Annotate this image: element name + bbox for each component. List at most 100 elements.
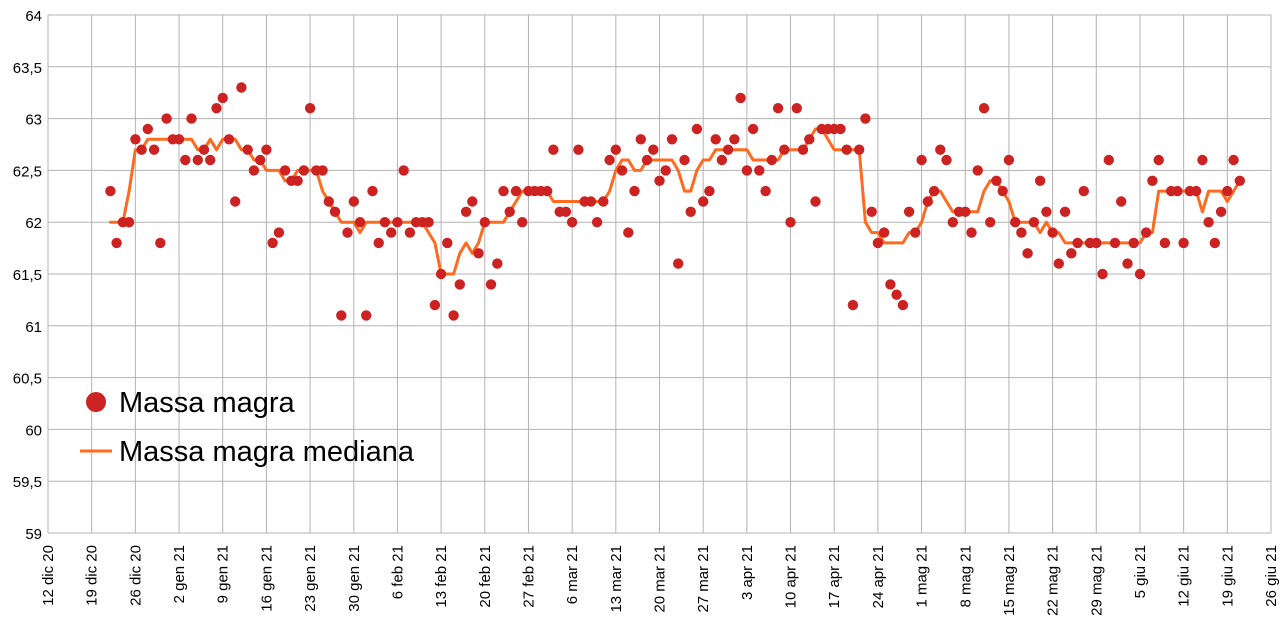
- data-point: [847, 299, 859, 311]
- data-point: [373, 237, 384, 249]
- data-point: [623, 227, 634, 238]
- x-tick-label: 2 gen 21: [171, 545, 188, 603]
- data-point: [248, 165, 260, 176]
- y-tick-label: 60,5: [13, 371, 42, 388]
- data-point: [804, 134, 815, 145]
- x-tick-label: 27 feb 21: [520, 545, 537, 608]
- data-point: [1209, 237, 1221, 249]
- x-tick-label: 9 gen 21: [215, 545, 232, 603]
- data-point: [685, 206, 696, 217]
- data-point: [379, 217, 391, 228]
- legend-marker-massa-magra: [86, 392, 106, 412]
- data-point: [604, 154, 615, 166]
- data-point: [304, 103, 316, 114]
- data-point: [1078, 185, 1090, 197]
- data-point: [279, 165, 291, 176]
- data-point: [429, 299, 441, 311]
- data-point: [1091, 237, 1102, 249]
- data-point: [1022, 248, 1033, 259]
- data-point: [903, 206, 915, 217]
- data-point: [841, 144, 852, 155]
- data-point: [648, 144, 659, 155]
- data-point: [791, 103, 802, 114]
- data-point: [323, 196, 334, 207]
- x-tick-label: 17 apr 21: [826, 545, 843, 608]
- y-tick-label: 62,5: [13, 163, 42, 180]
- data-point: [1134, 268, 1146, 280]
- y-tick-label: 61: [25, 319, 42, 336]
- data-point: [548, 144, 559, 155]
- data-point: [635, 134, 646, 145]
- data-point: [261, 144, 272, 155]
- x-tick-label: 20 mar 21: [652, 545, 669, 613]
- data-point: [111, 237, 122, 249]
- data-point: [142, 123, 153, 135]
- data-point: [292, 175, 303, 186]
- data-point: [136, 144, 147, 155]
- data-point: [267, 237, 278, 249]
- data-point: [1066, 248, 1077, 259]
- data-point: [336, 310, 347, 321]
- data-point: [1228, 154, 1239, 166]
- data-point: [242, 144, 253, 155]
- data-point: [741, 165, 753, 176]
- data-point: [186, 113, 197, 124]
- data-point: [560, 206, 572, 217]
- data-point: [1028, 217, 1040, 228]
- data-point: [223, 134, 235, 145]
- data-point: [367, 185, 378, 197]
- data-point: [922, 196, 933, 207]
- data-point: [1003, 154, 1015, 166]
- data-point: [485, 279, 497, 290]
- data-point: [173, 134, 185, 145]
- axes: [47, 15, 1271, 534]
- data-point: [460, 206, 472, 217]
- x-tick-label: 24 apr 21: [870, 545, 887, 608]
- x-tick-label: 19 dic 20: [84, 545, 101, 606]
- data-point: [1215, 206, 1227, 217]
- data-point: [155, 237, 166, 249]
- data-point: [1159, 237, 1171, 249]
- x-tick-label: 22 mag 21: [1045, 545, 1062, 616]
- data-point: [654, 175, 665, 186]
- data-point: [454, 279, 465, 290]
- data-point: [435, 268, 447, 280]
- data-point: [710, 134, 721, 145]
- data-point: [1128, 237, 1139, 249]
- data-point: [448, 310, 459, 321]
- x-tick-label: 15 mag 21: [1001, 545, 1018, 616]
- data-point: [105, 185, 116, 197]
- data-point: [1059, 206, 1071, 217]
- data-point: [760, 185, 771, 197]
- data-point: [610, 144, 621, 155]
- data-point: [1010, 217, 1021, 228]
- y-axis-ticks: 59 59,5 60 60,5 61 61,5 62 62,5 63 63,5 64: [13, 8, 42, 543]
- data-point: [298, 165, 309, 176]
- data-point: [885, 279, 896, 290]
- data-point: [354, 217, 366, 228]
- data-point: [273, 227, 285, 238]
- y-tick-label: 63: [25, 112, 42, 129]
- y-tick-label: 62: [25, 215, 42, 232]
- data-point: [1153, 154, 1164, 166]
- data-point: [1197, 154, 1208, 166]
- data-point: [1222, 185, 1233, 197]
- data-point: [180, 154, 191, 166]
- legend-label-massa-magra-mediana: Massa magra mediana: [119, 436, 415, 468]
- data-point: [1141, 227, 1152, 238]
- x-tick-label: 16 gen 21: [258, 545, 275, 612]
- data-point: [747, 123, 759, 135]
- data-point: [404, 227, 416, 238]
- x-tick-label: 10 apr 21: [783, 545, 800, 608]
- data-point: [1172, 185, 1183, 197]
- data-point: [629, 185, 640, 197]
- data-point: [230, 196, 241, 207]
- data-point: [542, 185, 553, 197]
- data-point: [691, 123, 703, 135]
- x-tick-label: 12 giu 21: [1176, 545, 1193, 607]
- data-point: [361, 310, 372, 321]
- data-point: [1178, 237, 1189, 249]
- legend-label-massa-magra: Massa magra: [119, 387, 296, 419]
- x-tick-label: 13 mar 21: [608, 545, 625, 613]
- data-point: [205, 154, 216, 166]
